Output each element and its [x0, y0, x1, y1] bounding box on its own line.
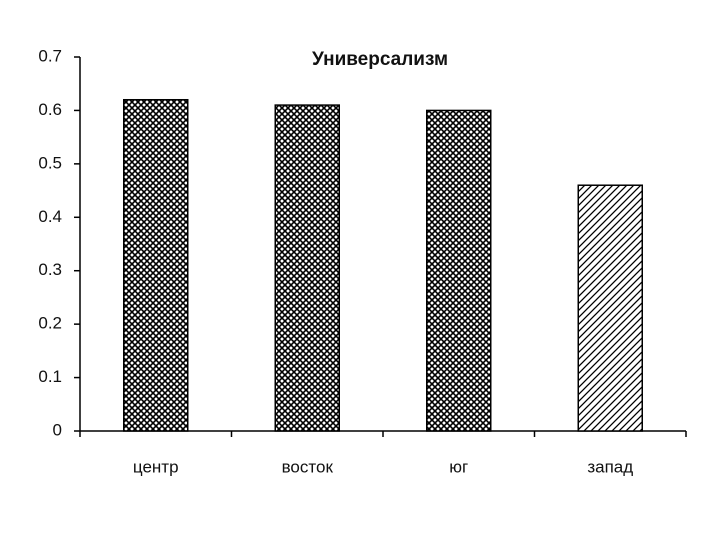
y-tick-label: 0.5 — [38, 153, 62, 172]
bar — [274, 104, 340, 432]
y-tick-label: 0.4 — [38, 207, 62, 226]
y-tick-label: 0.1 — [38, 367, 62, 386]
y-tick-label: 0.7 — [38, 46, 62, 65]
x-tick-label: центр — [133, 457, 179, 476]
bar — [123, 98, 189, 432]
y-tick-label: 0.6 — [38, 100, 62, 119]
x-tick-label: запад — [587, 457, 633, 476]
chart-title: Универсализм — [312, 49, 448, 70]
bar — [426, 109, 492, 432]
y-tick-label: 0.2 — [38, 314, 62, 333]
x-tick-label: восток — [282, 457, 334, 476]
x-tick-label: юг — [449, 457, 468, 476]
y-tick-label: 0.3 — [38, 260, 62, 279]
bar — [577, 184, 643, 432]
y-tick-label: 0 — [53, 420, 62, 439]
